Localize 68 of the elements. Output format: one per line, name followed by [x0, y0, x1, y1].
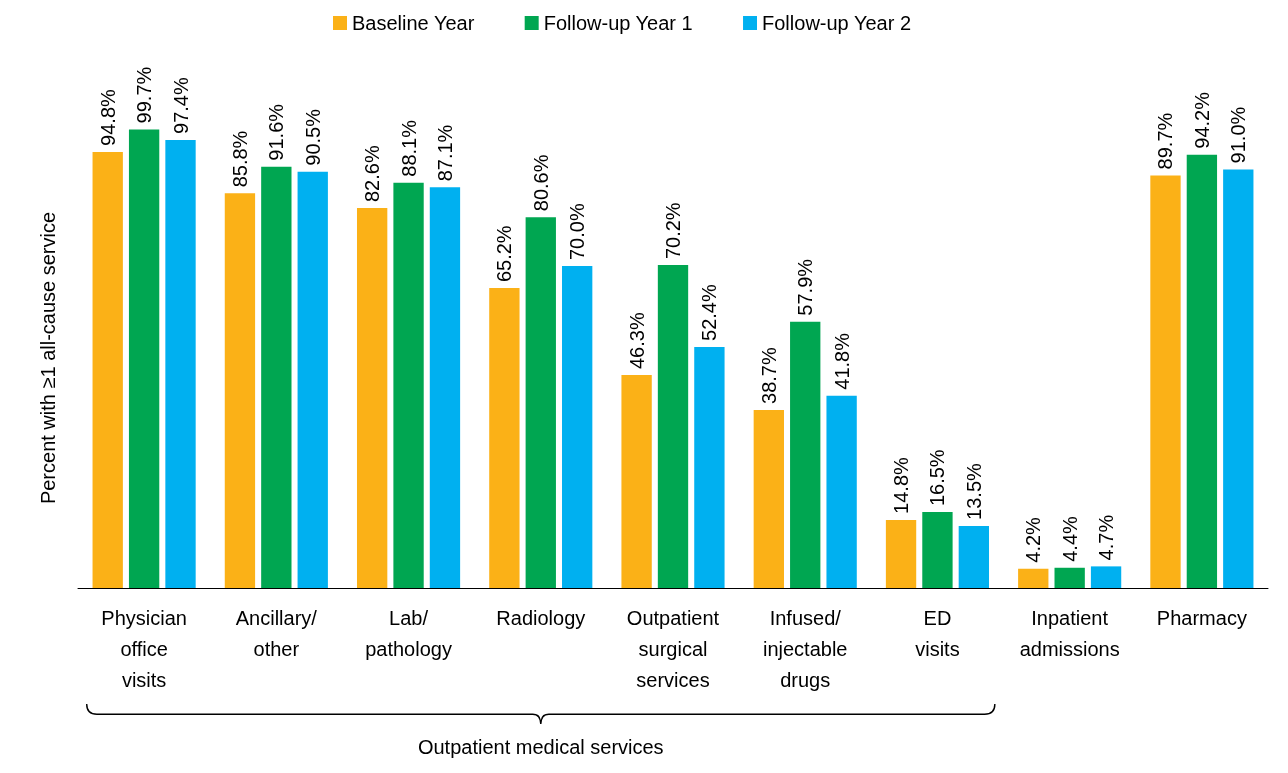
bar: [261, 166, 292, 588]
bar: [1150, 175, 1181, 588]
data-label: 65.2%: [493, 225, 516, 283]
x-tick-label: Ancillary/ other: [235, 606, 318, 660]
bar: [429, 187, 461, 588]
x-tick-label: Radiology: [496, 606, 586, 629]
bar: [1054, 567, 1085, 588]
data-label: 4.7%: [1095, 514, 1118, 561]
data-label: 16.5%: [926, 449, 949, 507]
x-tick-label: ED visits: [915, 606, 960, 660]
bar: [489, 288, 520, 588]
x-tick-label: Inpatient admissions: [1019, 606, 1120, 660]
bar: [165, 139, 196, 588]
x-tick-label: Pharmacy: [1156, 606, 1247, 629]
data-label: 89.7%: [1154, 112, 1177, 170]
bar: [621, 375, 652, 588]
data-label: 41.8%: [830, 332, 853, 390]
text: Outpatient medical services: [416, 736, 665, 759]
bar: [224, 193, 256, 588]
bar: [525, 217, 556, 588]
data-label: 91.0%: [1227, 106, 1250, 164]
x-tick-label: Physician office visits: [101, 606, 187, 691]
bar: [958, 525, 990, 588]
bar: [753, 409, 784, 588]
bar: [922, 512, 953, 588]
legend-label: Follow-up Year 2: [762, 12, 912, 34]
data-label: 4.4%: [1058, 515, 1081, 562]
data-label: 46.3%: [625, 312, 648, 370]
data-label: 70.2%: [662, 202, 684, 260]
data-label: 38.7%: [757, 347, 780, 404]
bar: [393, 182, 424, 588]
bar: [562, 266, 593, 588]
data-label: 94.8%: [96, 88, 119, 146]
data-label: 82.6%: [361, 145, 384, 203]
data-label: 90.5%: [301, 108, 324, 166]
data-label: 4.2%: [1022, 516, 1045, 563]
x-tick-label: Lab/ pathology: [365, 606, 452, 660]
bar: [657, 265, 689, 588]
data-label: 97.4%: [169, 77, 192, 134]
data-label: 94.2%: [1190, 91, 1213, 149]
x-tick-label: Outpatient surgical services: [626, 606, 720, 691]
legend-label: Baseline Year: [352, 12, 475, 34]
bar: [694, 346, 725, 588]
bar: [1090, 566, 1122, 588]
bar: [790, 321, 821, 588]
bar: [1223, 169, 1254, 588]
data-label: 57.9%: [794, 258, 817, 316]
data-label: 88.1%: [397, 119, 420, 177]
data-label: 52.4%: [698, 284, 721, 341]
data-label: 13.5%: [962, 462, 985, 520]
data-label: 85.8%: [228, 130, 251, 188]
data-label: 14.8%: [890, 456, 913, 514]
bar: [1186, 154, 1218, 588]
legend-label: Follow-up Year 1: [543, 12, 693, 34]
bar: [128, 129, 160, 588]
data-label: 99.7%: [133, 66, 156, 124]
data-label: 80.6%: [529, 154, 552, 212]
bar: [356, 208, 388, 588]
bar: [885, 519, 917, 588]
x-tick-label: Infused/ injectable drugs: [762, 606, 848, 691]
bar: [297, 171, 328, 588]
bar: [92, 151, 123, 588]
data-label: 91.6%: [265, 103, 288, 161]
data-label: 87.1%: [433, 124, 456, 182]
data-label: 70.0%: [566, 203, 589, 260]
y-axis-title: Percent with ≥1 all-cause service: [37, 211, 59, 505]
bar: [826, 395, 857, 588]
bar: [1018, 568, 1049, 588]
